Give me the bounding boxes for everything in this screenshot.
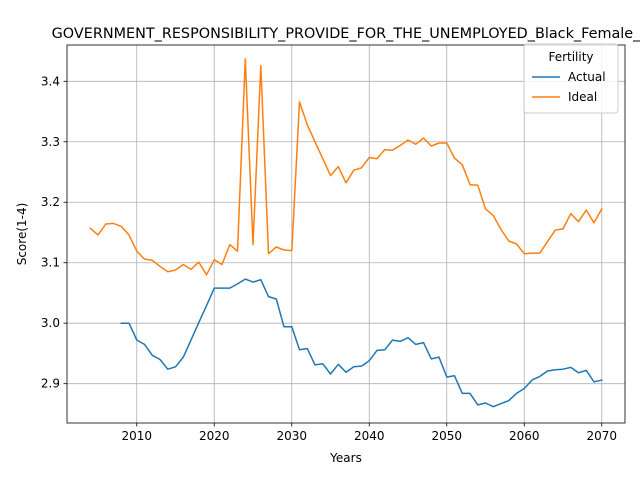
legend: Fertility Actual Ideal — [523, 43, 619, 114]
chart-title: GOVERNMENT_RESPONSIBILITY_PROVIDE_FOR_TH… — [52, 26, 640, 42]
series-line-actual — [120, 278, 603, 408]
series-line-ideal — [89, 58, 603, 276]
grid — [67, 45, 625, 423]
y-tick-label: 3.4 — [41, 74, 60, 88]
y-axis-title: Score(1-4) — [15, 203, 29, 266]
x-tick-label: 2010 — [121, 429, 152, 443]
x-axis-title: Years — [329, 451, 362, 465]
x-tick-label: 2030 — [276, 429, 307, 443]
y-tick-label: 3.2 — [41, 195, 60, 209]
x-tick-label: 2060 — [509, 429, 540, 443]
legend-label-ideal: Ideal — [568, 90, 597, 104]
legend-label-actual: Actual — [568, 70, 606, 84]
x-axis: 2010 2020 2030 2040 2050 2060 2070 — [121, 423, 617, 443]
y-axis: 2.9 3.0 3.1 3.2 3.3 3.4 — [41, 74, 67, 391]
legend-title: Fertility — [548, 50, 593, 64]
x-tick-label: 2050 — [431, 429, 462, 443]
legend-box — [523, 43, 619, 114]
y-tick-label: 3.1 — [41, 256, 60, 270]
x-tick-label: 2020 — [199, 429, 230, 443]
x-tick-label: 2070 — [586, 429, 617, 443]
y-tick-label: 3.3 — [41, 135, 60, 149]
plot-frame — [66, 44, 626, 424]
y-tick-label: 3.0 — [41, 316, 60, 330]
y-tick-label: 2.9 — [41, 377, 60, 391]
x-tick-label: 2040 — [354, 429, 385, 443]
series-lines — [89, 58, 603, 408]
